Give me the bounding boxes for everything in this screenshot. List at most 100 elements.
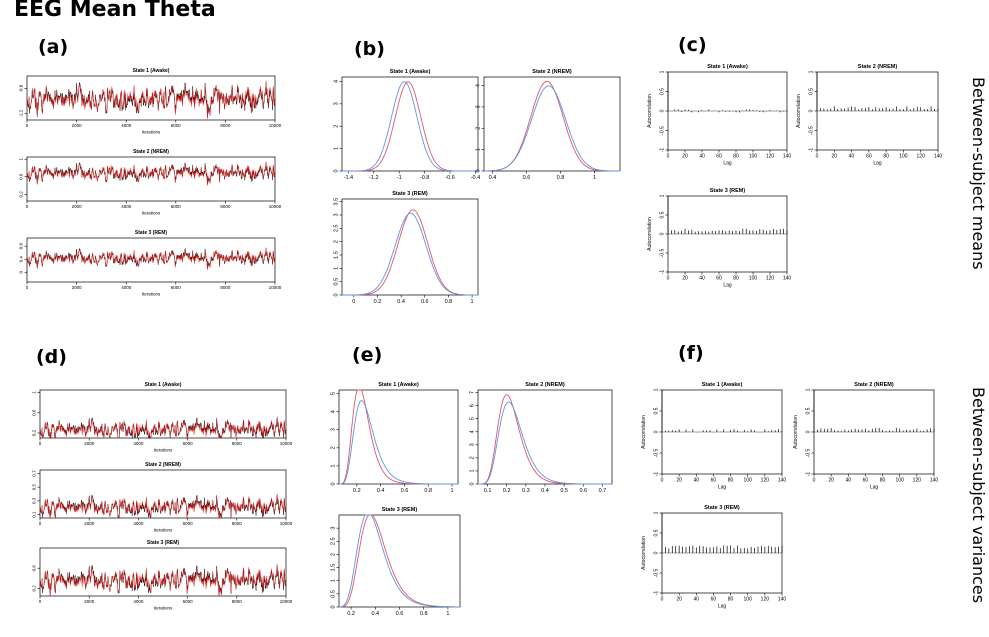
- x-tick-label: 0: [661, 597, 664, 603]
- x-tick-label: -0.4: [471, 175, 480, 181]
- subplot-title: State 2 (NREM): [133, 149, 169, 155]
- x-tick-label: 2000: [84, 599, 95, 604]
- plot-frame: [39, 547, 287, 597]
- y-tick-label: 2.5: [333, 225, 339, 233]
- y-tick-label: 1: [654, 511, 660, 514]
- density-line-2: [478, 401, 612, 485]
- y-axis-label: Autocorrelation: [641, 536, 647, 570]
- y-tick-label: -0.5: [654, 568, 660, 577]
- subplot-title: State 1 (Awake): [707, 64, 748, 70]
- trace-line-chain-2: [26, 161, 276, 186]
- y-tick-label: 1: [654, 388, 660, 391]
- y-tick-label: 0.3: [32, 497, 37, 504]
- x-tick-label: 0.2: [347, 611, 355, 617]
- x-tick-label: 0.8: [424, 488, 432, 494]
- x-tick-label: 10000: [280, 441, 293, 446]
- y-tick-label: 0.8: [19, 243, 24, 250]
- x-tick-label: 0.1: [484, 488, 492, 494]
- x-tick-label: 40: [846, 478, 852, 484]
- y-tick-label: 0.2: [32, 429, 37, 436]
- x-tick-label: 40: [694, 597, 700, 603]
- y-tick-label: 2: [333, 125, 339, 128]
- y-axis-label: Autocorrelation: [796, 94, 802, 128]
- x-tick-label: 0.6: [523, 175, 531, 181]
- subplot-c-1: 0 20 40 60 80 100 120 140 -1 -0.5 0 0.5 1 State 1 (Aw…: [647, 64, 791, 167]
- x-tick-label: 80: [883, 154, 889, 160]
- x-tick-label: 140: [778, 478, 787, 484]
- subplot-title: State 2 (NREM): [532, 69, 572, 75]
- x-tick-label: 80: [728, 478, 734, 484]
- x-tick-label: 80: [733, 276, 739, 282]
- x-tick-label: 0.6: [421, 299, 429, 305]
- x-tick-label: 8000: [232, 441, 243, 446]
- subplot-a-2: 0 2000 4000 6000 8000 10000 0.2 0.6 1 State 2 (NR…: [19, 149, 282, 216]
- x-tick-label: 8000: [232, 599, 243, 604]
- x-tick-label: 4000: [133, 599, 144, 604]
- x-tick-label: 60: [866, 154, 872, 160]
- x-tick-label: 120: [917, 154, 926, 160]
- density-line-1: [342, 81, 478, 172]
- x-tick-label: 1: [446, 611, 449, 617]
- x-tick-label: 20: [676, 597, 682, 603]
- y-tick-label: 3: [469, 443, 475, 446]
- y-axis-label: Autocorrelation: [647, 94, 653, 128]
- y-tick-label: 3: [333, 213, 339, 216]
- x-tick-label: 2000: [72, 285, 83, 290]
- subplot-f-1: 0 20 40 60 80 100 120 140 -1 -0.5 0 0.5 1 State 1 (Aw…: [641, 382, 786, 491]
- x-tick-label: 120: [766, 276, 775, 282]
- y-tick-label: 0.5: [32, 484, 37, 491]
- x-tick-label: 8000: [220, 204, 231, 209]
- x-tick-label: 0.6: [401, 488, 409, 494]
- y-tick-label: 0.5: [333, 278, 339, 286]
- x-tick-label: 20: [832, 154, 838, 160]
- y-tick-label: 2: [333, 240, 339, 243]
- subplot-title: State 2 (NREM): [525, 382, 565, 388]
- x-tick-label: 10000: [280, 599, 293, 604]
- y-tick-label: 3: [333, 102, 339, 105]
- x-tick-label: 0.4: [377, 488, 385, 494]
- y-tick-label: 1: [333, 267, 339, 270]
- y-tick-label: 0.6: [19, 173, 24, 180]
- x-tick-label: 0.4: [371, 611, 379, 617]
- x-tick-label: 4000: [121, 285, 132, 290]
- x-tick-label: 2000: [84, 441, 95, 446]
- subplot-d-1: 0 2000 4000 6000 8000 10000 0.2 0.6 1 State 1 (Aw…: [32, 382, 293, 453]
- x-tick-label: 0: [813, 478, 816, 484]
- x-tick-label: 20: [828, 478, 834, 484]
- chart-panel-d: 0 2000 4000 6000 8000 10000 0.2 0.6 1 State 1 (Aw…: [32, 382, 293, 611]
- subplot-title: State 3 (REM): [147, 540, 180, 546]
- x-axis-label: Iterations: [154, 606, 173, 611]
- y-tick-label: -1: [660, 148, 666, 153]
- subplot-title: State 3 (REM): [392, 191, 428, 197]
- y-tick-label: 4: [469, 430, 475, 433]
- x-tick-label: 0.2: [353, 488, 361, 494]
- y-tick-label: 4: [333, 80, 339, 83]
- plot-frame: [26, 156, 276, 202]
- trace-line-chain-2: [26, 80, 276, 120]
- y-tick-label: 0.5: [809, 88, 815, 95]
- trace-line-chain-2: [39, 493, 287, 519]
- x-tick-label: 0.4: [541, 488, 549, 494]
- panel-label-f: (f): [678, 342, 704, 364]
- x-tick-label: 6000: [183, 441, 194, 446]
- density-line-2: [484, 85, 620, 172]
- y-axis-label: Autocorrelation: [641, 415, 647, 449]
- figure-title: EEG Mean Theta: [14, 0, 216, 22]
- y-tick-label: 0: [654, 430, 660, 433]
- x-tick-label: 0.8: [420, 611, 428, 617]
- subplot-a-3: 0 2000 4000 6000 8000 10000 0 0.4 0.8 State 3 (RE…: [19, 230, 282, 297]
- y-tick-label: 0: [469, 482, 475, 485]
- y-tick-label: 2: [330, 553, 336, 556]
- subplot-f-2: 0 20 40 60 80 100 120 140 -1 -0.5 0 0.5 1 State 2 (NR…: [793, 382, 938, 491]
- y-tick-label: 3: [475, 105, 481, 108]
- x-tick-label: 0: [816, 154, 819, 160]
- x-tick-label: 40: [849, 154, 855, 160]
- subplot-b-2: 0.4 0.6 0.8 1 0 1 2 3 4 State 2 (NREM): [475, 69, 621, 181]
- panel-label-c: (c): [678, 34, 707, 56]
- x-axis-label: Iterations: [154, 528, 173, 533]
- x-tick-label: 60: [711, 597, 717, 603]
- x-tick-label: 100: [744, 597, 753, 603]
- x-tick-label: 1: [471, 299, 474, 305]
